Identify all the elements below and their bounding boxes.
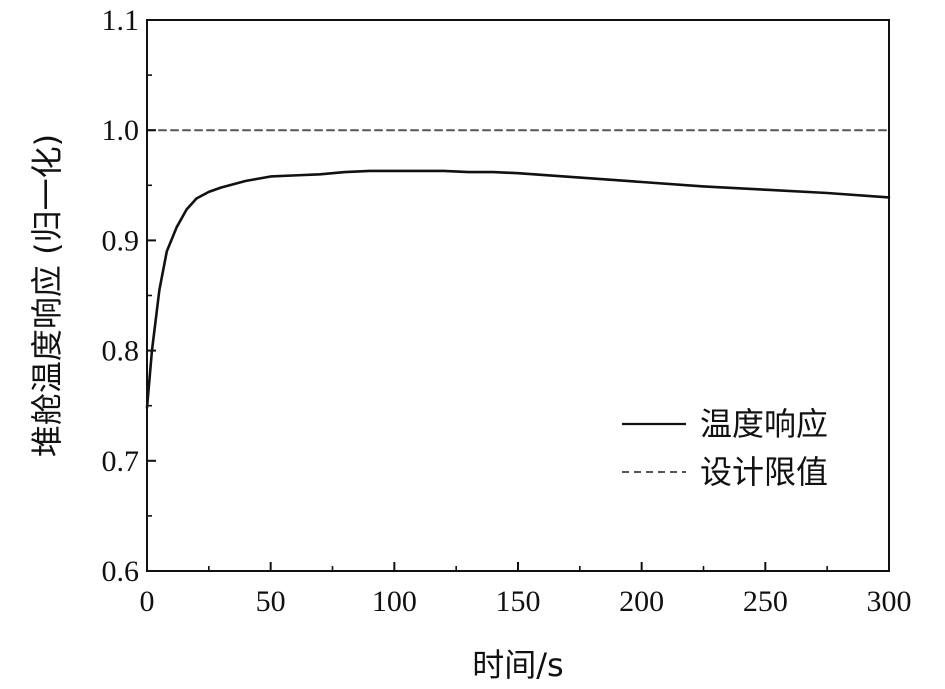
y-axis-title: 堆舱温度响应 (归一化) — [28, 134, 66, 457]
series-layer — [145, 129, 891, 410]
y-tick-label: 0.6 — [102, 555, 140, 588]
x-tick-label: 250 — [743, 585, 788, 618]
x-tick-label: 50 — [256, 585, 286, 618]
y-axis-ticks: 0.6 0.7 0.8 0.9 1.0 1.1 — [102, 4, 156, 588]
x-tick-label: 0 — [140, 585, 155, 618]
x-tick-label: 150 — [496, 585, 541, 618]
series-line-temperature-response — [145, 169, 891, 410]
x-tick-label: 200 — [619, 585, 664, 618]
y-tick-label: 0.7 — [102, 445, 140, 478]
x-axis-ticks: 0 50 100 150 200 250 300 — [140, 562, 912, 618]
legend-label: 温度响应 — [700, 405, 828, 443]
y-tick-label: 0.9 — [102, 224, 140, 257]
y-tick-label: 0.8 — [102, 335, 140, 368]
legend-label: 设计限值 — [700, 453, 828, 491]
x-axis-title: 时间/s — [472, 646, 563, 684]
y-tick-label: 1.1 — [102, 4, 140, 37]
x-tick-label: 300 — [867, 585, 912, 618]
y-tick-label: 1.0 — [102, 114, 140, 147]
x-tick-label: 100 — [372, 585, 417, 618]
